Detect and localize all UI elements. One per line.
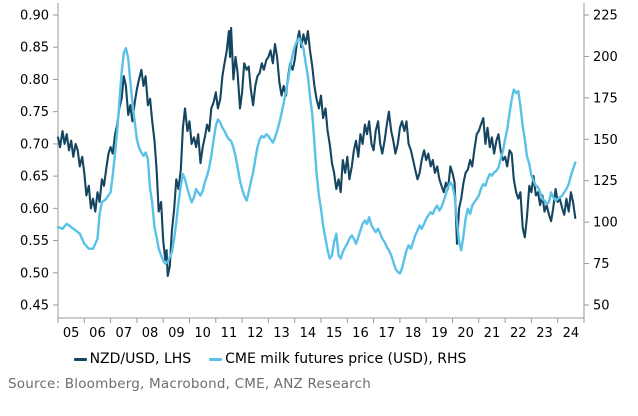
y-left-tick-label: 0.65: [20, 170, 49, 185]
y-left-tick-label: 0.80: [20, 73, 49, 88]
x-tick-label: 18: [405, 326, 422, 341]
y-left-tick-label: 0.50: [20, 266, 49, 281]
x-tick-label: 08: [142, 326, 159, 341]
x-tick-label: 19: [431, 326, 448, 341]
y-left-tick-label: 0.60: [20, 202, 49, 217]
x-tick-label: 15: [326, 326, 343, 341]
y-left-tick-label: 0.75: [20, 105, 49, 120]
y-left-tick-label: 0.55: [20, 234, 49, 249]
x-tick-label: 09: [168, 326, 185, 341]
legend-label-milk-futures: CME milk futures price (USD), RHS: [225, 351, 467, 367]
y-left-tick-label: 0.90: [20, 9, 49, 24]
x-tick-label: 10: [194, 326, 211, 341]
y-left-tick-label: 0.85: [20, 41, 49, 56]
x-tick-label: 22: [510, 326, 527, 341]
x-tick-label: 06: [89, 326, 106, 341]
x-tick-label: 13: [273, 326, 290, 341]
y-right-tick-label: 125: [593, 174, 618, 189]
x-tick-label: 24: [563, 326, 580, 341]
y-left-axis: 0.45 0.50 0.55 0.60 0.65 0.70 0.75 0.80 0.85 0.90: [20, 9, 58, 314]
legend-label-nzd-usd: NZD/USD, LHS: [89, 351, 192, 367]
y-right-tick-label: 200: [593, 50, 618, 65]
x-axis: 05 06 07 08 09 10 11 12 13 14 15 16 17 18 19 20 21 22 23 24: [57, 318, 585, 341]
y-right-tick-label: 225: [593, 9, 618, 24]
source-attribution: Source: Bloomberg, Macrobond, CME, ANZ R…: [8, 376, 372, 392]
nzd-usd-line: [56, 26, 577, 278]
x-tick-label: 07: [115, 326, 132, 341]
x-tick-label: 12: [247, 326, 264, 341]
milk-futures-line-swatch: [209, 357, 223, 361]
legend-item-nzd-usd: NZD/USD, LHS: [73, 351, 192, 367]
x-tick-label: 17: [378, 326, 395, 341]
y-left-tick-label: 0.70: [20, 137, 49, 152]
x-tick-label: 14: [300, 326, 317, 341]
milk-futures-line: [56, 37, 577, 275]
chart-legend: NZD/USD, LHS CME milk futures price (USD…: [0, 351, 540, 367]
chart-canvas: 0.45 0.50 0.55 0.60 0.65 0.70 0.75 0.80 0.85 0.90…: [20, 3, 618, 341]
y-right-tick-label: 100: [593, 216, 618, 231]
x-tick-label: 11: [221, 326, 238, 341]
y-right-tick-label: 150: [593, 133, 618, 148]
x-tick-label: 20: [457, 326, 474, 341]
y-right-axis: 50 75 100 125 150 175 200 225: [584, 9, 618, 314]
legend-item-milk-futures: CME milk futures price (USD), RHS: [209, 351, 466, 367]
y-right-tick-label: 75: [593, 257, 610, 272]
nzd-usd-line-swatch: [73, 357, 87, 361]
x-tick-label: 16: [352, 326, 369, 341]
y-left-tick-label: 0.45: [20, 299, 49, 314]
y-right-tick-label: 50: [593, 299, 610, 314]
x-tick-label: 05: [63, 326, 80, 341]
x-tick-label: 21: [484, 326, 501, 341]
y-right-tick-label: 175: [593, 91, 618, 106]
x-tick-label: 23: [536, 326, 553, 341]
